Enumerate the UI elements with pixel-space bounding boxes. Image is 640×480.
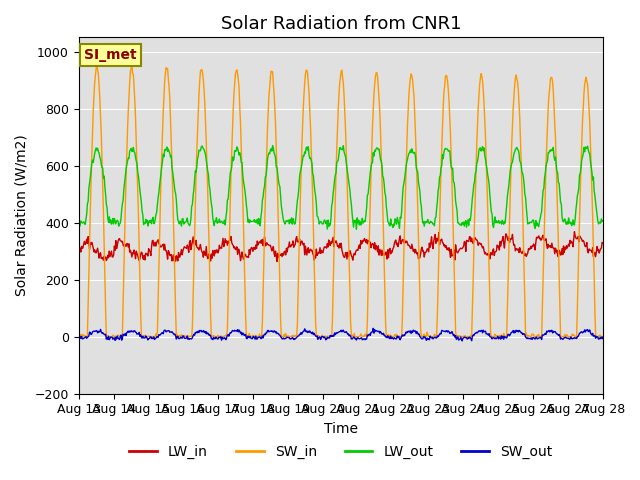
SW_in (599, 334, 607, 339)
LW_out (353, 226, 360, 232)
Y-axis label: Solar Radiation (W/m2): Solar Radiation (W/m2) (15, 134, 29, 296)
SW_out (599, 334, 607, 340)
Legend: LW_in, SW_in, LW_out, SW_out: LW_in, SW_in, LW_out, SW_out (124, 440, 558, 465)
LW_out (219, 221, 227, 227)
SW_out (405, 328, 413, 334)
Line: LW_out: LW_out (79, 145, 603, 229)
LW_in (273, 259, 281, 264)
LW_out (138, 208, 146, 214)
SW_in (221, 333, 228, 339)
LW_in (571, 229, 579, 235)
LW_in (420, 254, 428, 260)
SW_out (458, 338, 466, 344)
LW_out (421, 219, 429, 225)
SW_out (84, 334, 92, 340)
SW_in (421, 334, 429, 339)
Text: SI_met: SI_met (84, 48, 136, 62)
LW_out (406, 150, 413, 156)
LW_out (269, 143, 276, 148)
Title: Solar Radiation from CNR1: Solar Radiation from CNR1 (221, 15, 461, 33)
SW_out (219, 336, 227, 341)
Line: SW_out: SW_out (79, 328, 603, 341)
SW_out (75, 336, 83, 342)
LW_in (405, 242, 413, 248)
SW_out (138, 335, 146, 341)
SW_in (85, 271, 93, 276)
SW_in (128, 61, 136, 67)
SW_in (406, 82, 413, 87)
SW_in (75, 333, 83, 339)
LW_in (84, 234, 92, 240)
LW_out (599, 218, 607, 224)
Line: LW_in: LW_in (79, 232, 603, 262)
LW_out (75, 219, 83, 225)
SW_out (369, 325, 377, 331)
SW_out (191, 330, 199, 336)
LW_in (138, 250, 146, 256)
LW_in (75, 246, 83, 252)
LW_out (191, 168, 199, 174)
Line: SW_in: SW_in (79, 64, 603, 336)
SW_in (193, 148, 200, 154)
LW_in (599, 240, 607, 246)
SW_in (140, 333, 147, 339)
LW_in (219, 235, 227, 241)
SW_out (420, 335, 428, 340)
LW_out (84, 199, 92, 204)
LW_in (191, 241, 199, 247)
X-axis label: Time: Time (324, 422, 358, 436)
SW_in (76, 334, 83, 339)
